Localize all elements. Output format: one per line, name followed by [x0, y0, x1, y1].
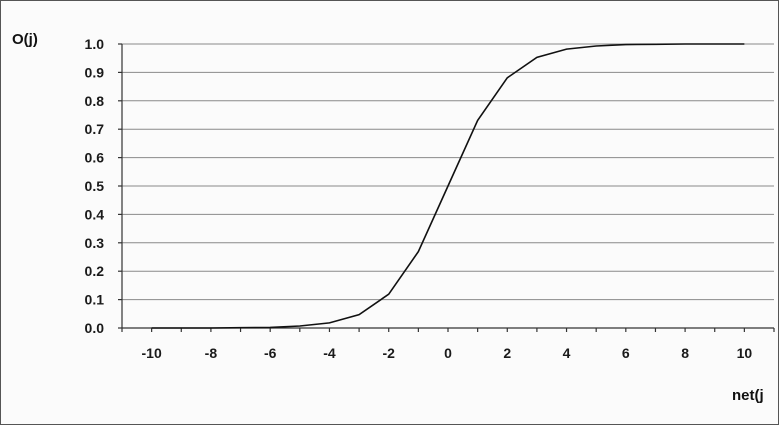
x-tick-label: 8: [681, 345, 689, 361]
y-tick-labels: 0.0 0.1 0.2 0.3 0.4 0.5 0.6 0.7 0.8 0.9 1.0: [85, 36, 105, 336]
y-tick-label: 0.8: [85, 93, 105, 109]
y-axis-title: O(j): [12, 31, 38, 48]
x-tick-label: 2: [503, 345, 511, 361]
y-tick-label: 0.7: [85, 121, 105, 137]
y-tick-label: 0.9: [85, 64, 105, 80]
x-tick-label: 4: [563, 345, 571, 361]
series-line: [151, 43, 745, 329]
x-tick-label: -6: [264, 345, 277, 361]
x-tick-label: -8: [205, 345, 218, 361]
y-tick-label: 0.2: [85, 263, 105, 279]
x-tick-label: 0: [444, 345, 452, 361]
y-tick-label: 0.6: [85, 150, 105, 166]
x-tick-label: 10: [737, 345, 753, 361]
y-tick-label: 0.5: [85, 178, 105, 194]
x-tick-labels: -10 -8 -6 -4 -2 0 2 4 6 8 10: [142, 345, 753, 361]
y-tick-label: 0.0: [85, 320, 105, 336]
axes: [118, 43, 775, 332]
gridlines: [122, 43, 774, 301]
x-tick-label: -4: [323, 345, 336, 361]
x-tick-label: -2: [383, 345, 396, 361]
x-axis-title: net(j: [732, 387, 764, 404]
x-tick-label: -10: [142, 345, 162, 361]
y-tick-label: 0.1: [85, 292, 105, 308]
y-tick-label: 0.3: [85, 235, 105, 251]
y-tick-label: 0.4: [85, 206, 105, 222]
x-tick-label: 6: [622, 345, 630, 361]
y-tick-label: 1.0: [85, 36, 105, 52]
